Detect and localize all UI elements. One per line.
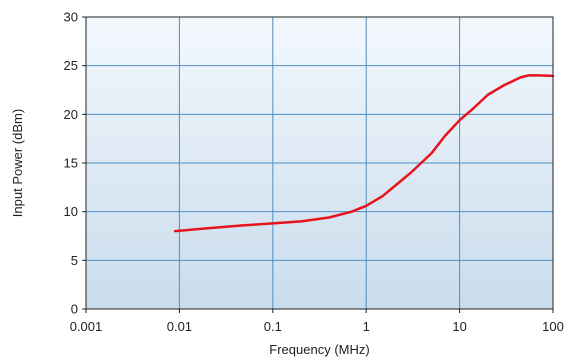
y-tick-label: 20 [64, 107, 78, 122]
x-tick-label: 10 [452, 319, 466, 334]
y-tick-label: 5 [71, 253, 78, 268]
y-tick-label: 10 [64, 204, 78, 219]
y-tick-label: 0 [71, 302, 78, 317]
y-tick-label: 30 [64, 10, 78, 25]
y-tick-label: 25 [64, 58, 78, 73]
y-axis: 0 5 10 15 20 25 30 [64, 10, 86, 317]
x-tick-label: 0.1 [264, 319, 282, 334]
x-tick-label: 0.001 [70, 319, 103, 334]
y-axis-title: Input Power (dBm) [10, 109, 25, 217]
x-tick-label: 100 [542, 319, 564, 334]
x-axis-title: Frequency (MHz) [269, 342, 369, 357]
y-tick-label: 15 [64, 156, 78, 171]
x-tick-label: 1 [363, 319, 370, 334]
x-axis: 0.001 0.01 0.1 1 10 100 [70, 309, 564, 334]
grid-lines [86, 17, 553, 309]
series-line [173, 74, 555, 233]
x-tick-label: 0.01 [167, 319, 192, 334]
